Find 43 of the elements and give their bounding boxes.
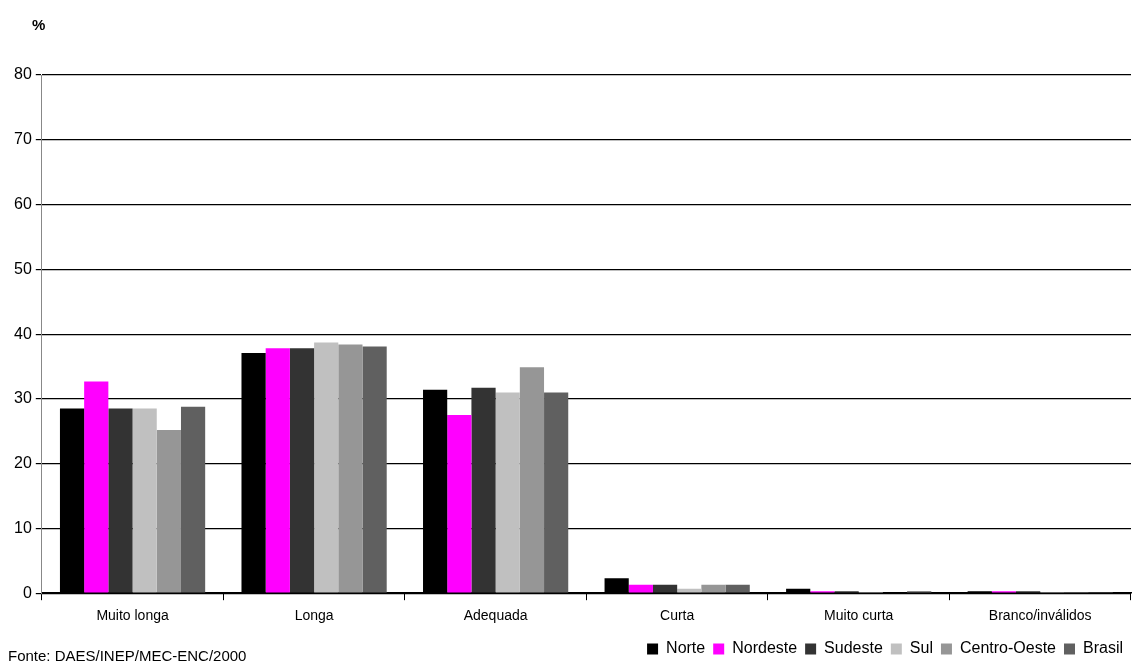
legend-label: Sul [909, 639, 933, 657]
bar [84, 381, 109, 593]
x-tick-label: Longa [294, 607, 334, 624]
bar [180, 406, 206, 593]
bar [471, 387, 496, 593]
bar [156, 429, 181, 593]
y-tick-label: 10 [14, 518, 32, 536]
legend-label: Centro-Oeste [959, 639, 1057, 657]
bar [362, 346, 387, 593]
bar [314, 342, 339, 593]
bar [338, 344, 363, 593]
bar [519, 367, 545, 593]
y-tick-label: 80 [14, 65, 32, 83]
y-tick-label: 40 [14, 324, 32, 342]
y-tick-label: 20 [14, 454, 32, 472]
x-tick-label: Branco/inválidos [988, 607, 1092, 624]
bar [725, 584, 750, 593]
bar [628, 584, 653, 593]
legend-label: Brasil [1082, 639, 1124, 657]
y-tick-label: 70 [14, 130, 32, 148]
source-note: Fonte: DAES/INEP/MEC-ENC/2000 [8, 647, 247, 665]
y-tick-label: 0 [22, 583, 32, 601]
x-tick-label: Adequada [463, 607, 528, 624]
legend-label: Nordeste [732, 639, 798, 657]
legend-label: Norte [666, 639, 706, 657]
bar [108, 408, 133, 593]
bar [132, 408, 157, 593]
y-tick-label: 50 [14, 259, 32, 277]
y-axis-title: % [32, 16, 46, 34]
x-tick-label: Muito longa [96, 607, 169, 624]
y-tick-label: 30 [14, 389, 32, 407]
bar [495, 392, 520, 593]
y-tick-label: 60 [14, 194, 32, 212]
bar [677, 588, 702, 593]
bar [701, 584, 726, 593]
x-tick-label: Muito curta [824, 607, 894, 624]
bar [544, 392, 569, 593]
x-tick-label: Curta [660, 607, 695, 624]
legend-label: Sudeste [824, 639, 883, 657]
bar [652, 584, 678, 593]
bar [289, 348, 315, 593]
bar [265, 348, 290, 593]
bar [447, 415, 472, 593]
